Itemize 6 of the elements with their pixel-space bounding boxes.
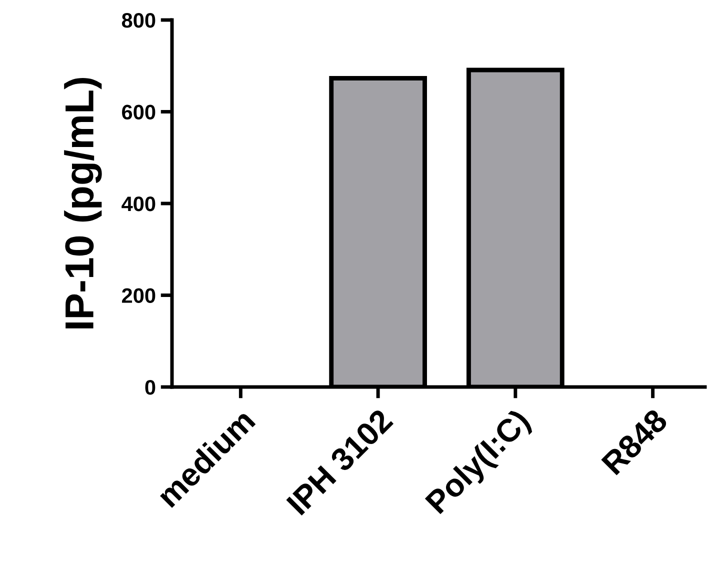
y-tick-label: 600 — [122, 104, 156, 120]
y-tick-label: 200 — [122, 288, 156, 304]
y-tick-label: 0 — [145, 380, 156, 395]
y-tick-label: 800 — [122, 13, 156, 28]
y-axis-title: IP-10 (pg/mL) — [64, 78, 102, 328]
y-tick-label: 400 — [122, 196, 156, 212]
